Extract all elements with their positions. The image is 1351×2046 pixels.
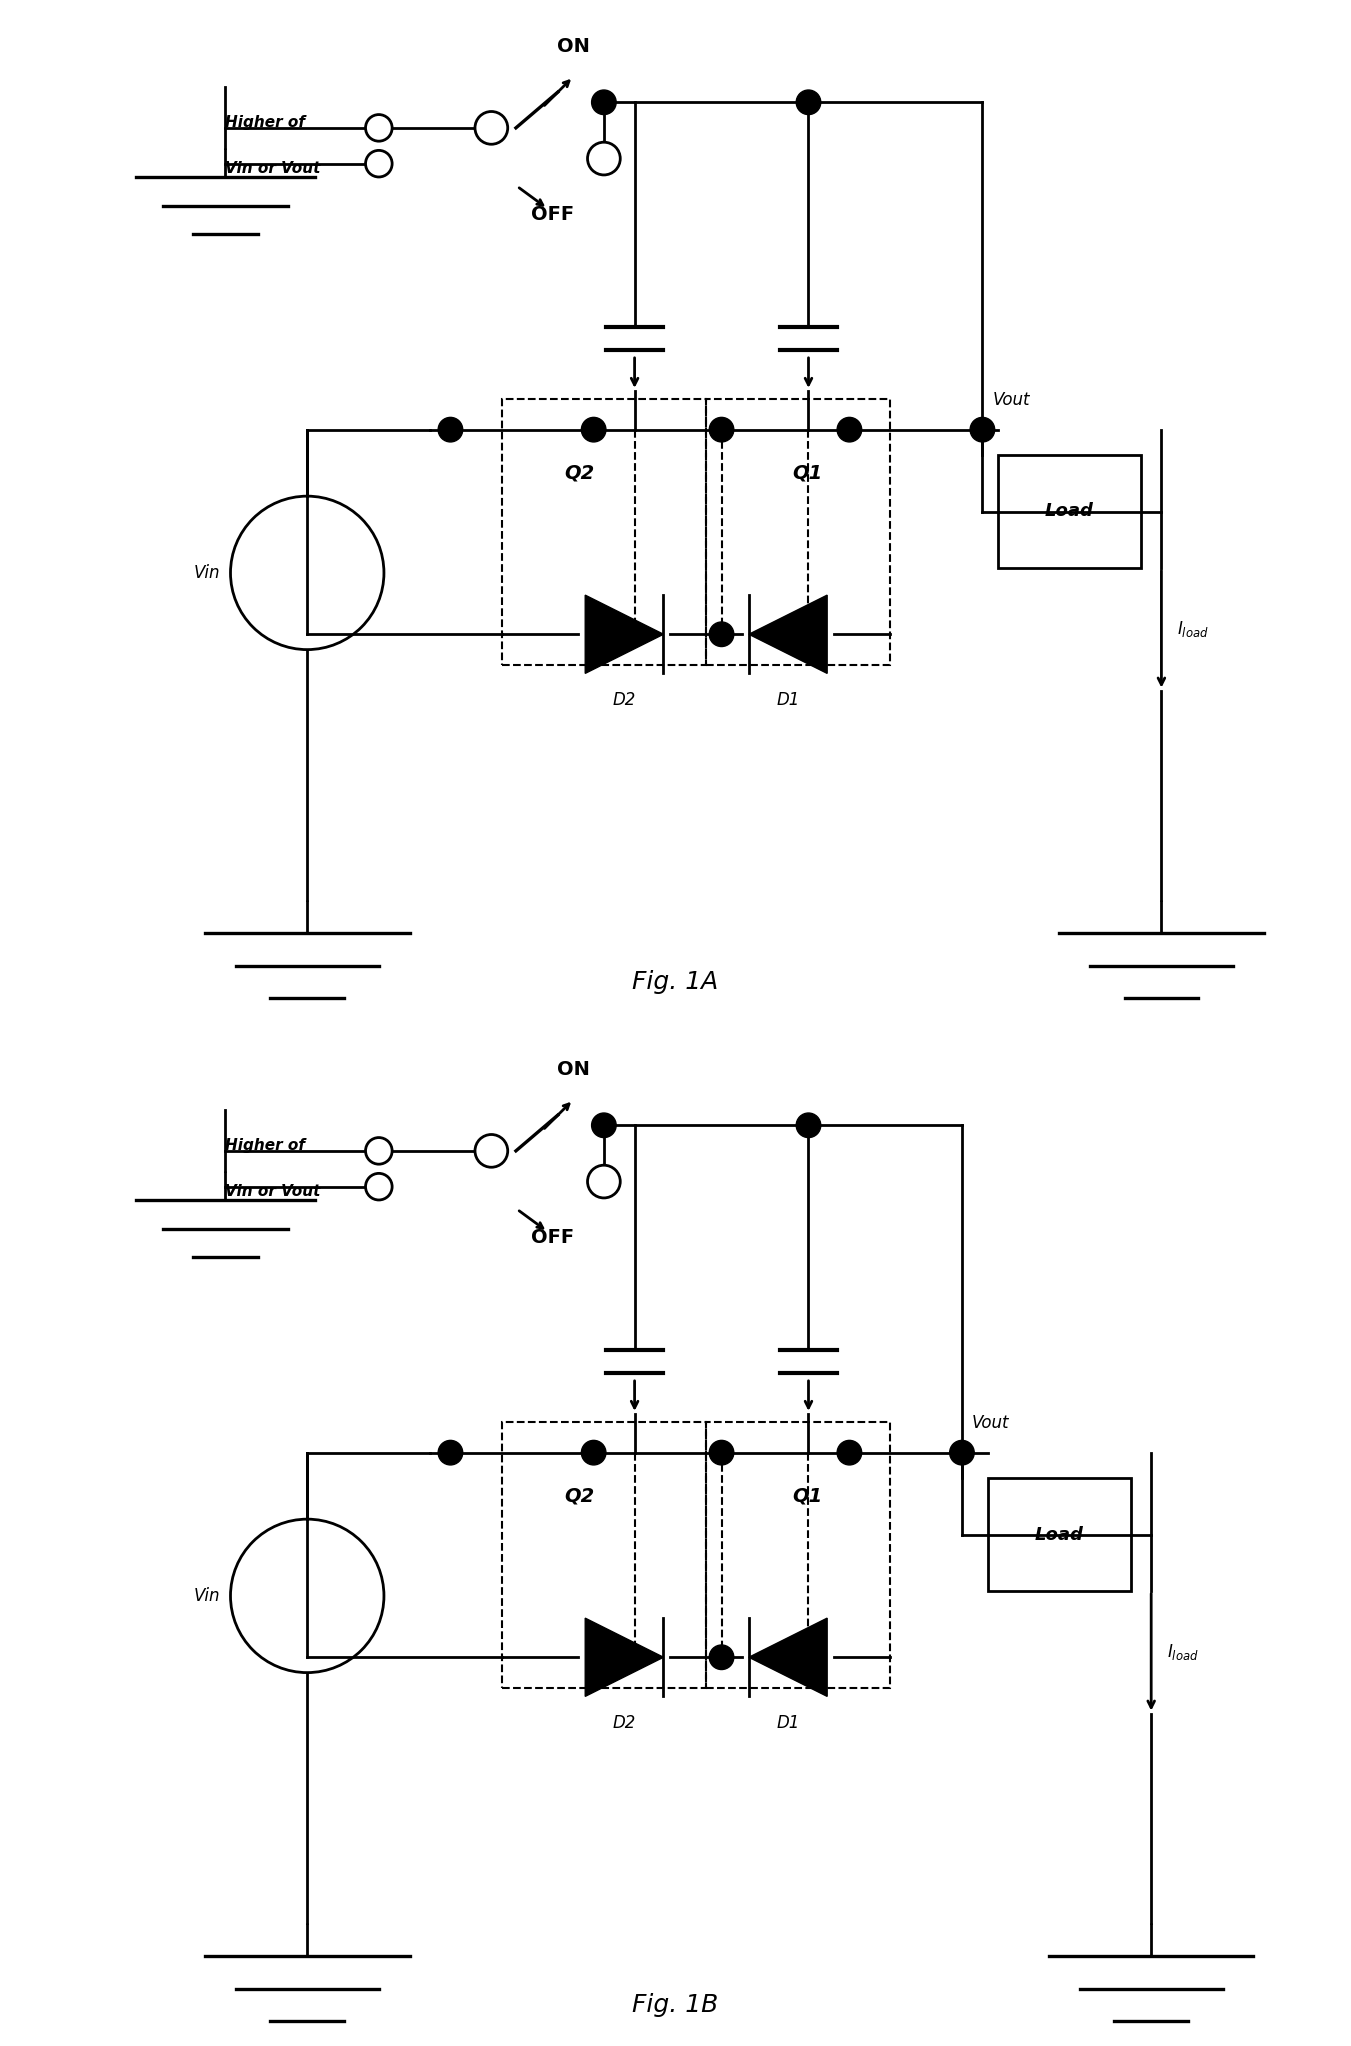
Bar — [501, 399, 707, 665]
Bar — [707, 1422, 890, 1688]
Text: D2: D2 — [612, 1715, 636, 1731]
Text: Q2: Q2 — [565, 1487, 594, 1506]
Text: $I_{load}$: $I_{load}$ — [1166, 1643, 1198, 1661]
Text: Fig. 1A: Fig. 1A — [632, 970, 719, 994]
Circle shape — [476, 1133, 508, 1166]
Polygon shape — [585, 595, 663, 673]
Bar — [998, 454, 1142, 567]
Polygon shape — [748, 595, 827, 673]
Circle shape — [592, 90, 616, 115]
Text: Higher of: Higher of — [226, 115, 305, 131]
Polygon shape — [585, 1618, 663, 1696]
Circle shape — [366, 1174, 392, 1199]
Circle shape — [588, 1166, 620, 1199]
Text: Fig. 1B: Fig. 1B — [632, 1993, 719, 2017]
Circle shape — [709, 622, 734, 647]
Text: Load: Load — [1044, 503, 1094, 520]
Text: D1: D1 — [777, 1715, 800, 1731]
Text: ON: ON — [557, 1060, 589, 1080]
Circle shape — [438, 1440, 462, 1465]
Bar — [707, 399, 890, 665]
Bar — [988, 1477, 1131, 1592]
Circle shape — [588, 143, 620, 176]
Circle shape — [592, 1113, 616, 1138]
Text: OFF: OFF — [531, 205, 574, 223]
Circle shape — [366, 151, 392, 178]
Circle shape — [709, 1645, 734, 1670]
Text: Vin or Vout: Vin or Vout — [226, 1185, 320, 1199]
Text: OFF: OFF — [531, 1228, 574, 1246]
Text: Q1: Q1 — [792, 1487, 823, 1506]
Text: D1: D1 — [777, 692, 800, 708]
Text: Vout: Vout — [973, 1414, 1009, 1432]
Text: Vin: Vin — [193, 1588, 220, 1604]
Circle shape — [838, 1440, 862, 1465]
Circle shape — [838, 417, 862, 442]
Text: Q1: Q1 — [792, 464, 823, 483]
Text: Vin or Vout: Vin or Vout — [226, 162, 320, 176]
Circle shape — [476, 110, 508, 143]
Text: D2: D2 — [612, 692, 636, 708]
Text: $I_{load}$: $I_{load}$ — [1177, 620, 1209, 638]
Text: Higher of: Higher of — [226, 1138, 305, 1154]
Circle shape — [366, 1138, 392, 1164]
Text: Q2: Q2 — [565, 464, 594, 483]
Circle shape — [970, 417, 994, 442]
Circle shape — [709, 1440, 734, 1465]
Circle shape — [581, 1440, 607, 1465]
Text: ON: ON — [557, 37, 589, 57]
Circle shape — [438, 417, 462, 442]
Circle shape — [709, 417, 734, 442]
Polygon shape — [748, 1618, 827, 1696]
Text: Load: Load — [1035, 1526, 1084, 1543]
Circle shape — [950, 1440, 974, 1465]
Circle shape — [366, 115, 392, 141]
Text: Vout: Vout — [993, 391, 1029, 409]
Text: Vin: Vin — [193, 565, 220, 581]
Circle shape — [796, 90, 821, 115]
Circle shape — [796, 1113, 821, 1138]
Bar — [501, 1422, 707, 1688]
Circle shape — [581, 417, 607, 442]
